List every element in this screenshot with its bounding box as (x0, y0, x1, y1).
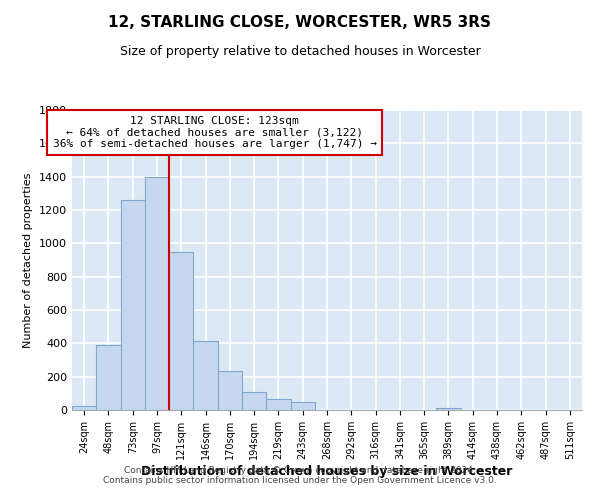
Text: 12 STARLING CLOSE: 123sqm
← 64% of detached houses are smaller (3,122)
36% of se: 12 STARLING CLOSE: 123sqm ← 64% of detac… (53, 116, 377, 149)
Y-axis label: Number of detached properties: Number of detached properties (23, 172, 34, 348)
Bar (218, 371, 242, 410)
Bar (242, 392, 266, 410)
Bar (193, 341, 218, 410)
Bar (169, 252, 193, 410)
Bar (72, 406, 96, 410)
Bar (436, 408, 461, 410)
Bar (121, 200, 145, 410)
Text: 12, STARLING CLOSE, WORCESTER, WR5 3RS: 12, STARLING CLOSE, WORCESTER, WR5 3RS (109, 15, 491, 30)
Bar (266, 398, 290, 410)
Bar (145, 176, 169, 410)
X-axis label: Distribution of detached houses by size in Worcester: Distribution of detached houses by size … (142, 464, 512, 477)
Text: Contains HM Land Registry data © Crown copyright and database right 2024.
Contai: Contains HM Land Registry data © Crown c… (103, 466, 497, 485)
Text: Size of property relative to detached houses in Worcester: Size of property relative to detached ho… (119, 45, 481, 58)
Bar (290, 402, 315, 410)
Bar (96, 345, 121, 410)
